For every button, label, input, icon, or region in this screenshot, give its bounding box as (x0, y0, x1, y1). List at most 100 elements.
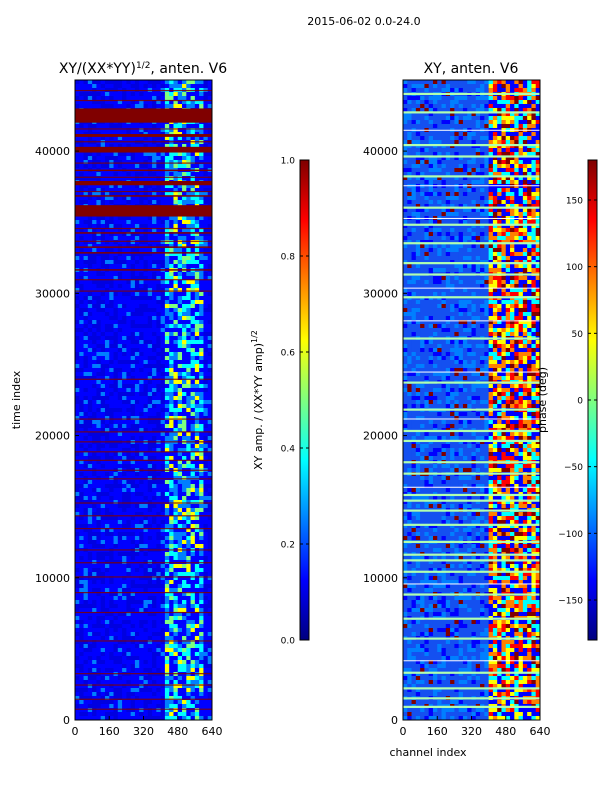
amplitude-cell (87, 228, 93, 233)
amplitude-cell (122, 628, 127, 633)
amplitude-cell (113, 388, 119, 393)
amplitude-cell (92, 592, 97, 597)
amplitude-cell (139, 260, 144, 265)
amplitude-cell (160, 608, 166, 613)
amplitude-cell (169, 224, 174, 229)
amplitude-cell (164, 544, 170, 549)
amplitude-cell (96, 572, 101, 577)
amplitude-cell (207, 420, 212, 425)
amplitude-cell (152, 220, 157, 225)
amplitude-cell (87, 320, 93, 325)
amplitude-cell (160, 696, 166, 701)
amplitude-cell (92, 104, 97, 109)
amplitude-cell (182, 176, 187, 181)
amplitude-cell (152, 700, 157, 705)
amplitude-cell (207, 664, 212, 669)
amplitude-cell (79, 316, 84, 321)
amplitude-cell (169, 596, 174, 601)
amplitude-cell (164, 688, 170, 693)
amplitude-cell (156, 492, 161, 497)
amplitude-cell (126, 556, 131, 561)
amplitude-cell (173, 580, 179, 585)
amplitude-cell (169, 648, 174, 653)
amplitude-cell (100, 272, 106, 277)
amplitude-cell (87, 520, 93, 525)
amplitude-cell (139, 600, 144, 605)
amplitude-cell (75, 472, 80, 477)
amplitude-cell (160, 124, 166, 129)
amplitude-cell (194, 376, 200, 381)
amplitude-cell (182, 412, 187, 417)
amplitude-cell (96, 320, 101, 325)
amplitude-cell (117, 680, 123, 685)
amplitude-cell (199, 284, 204, 289)
amplitude-cell (117, 220, 123, 225)
amplitude-cell (92, 504, 97, 509)
amplitude-cell (169, 628, 174, 633)
amplitude-cell (83, 136, 89, 141)
amplitude-cell (117, 172, 123, 177)
amplitude-cell (203, 356, 209, 361)
amplitude-cell (164, 656, 170, 661)
amplitude-cell (160, 172, 166, 177)
amplitude-cell (75, 240, 80, 245)
amplitude-cell (83, 288, 89, 293)
amplitude-cell (83, 100, 89, 105)
amplitude-cell (126, 324, 131, 329)
amplitude-cell (194, 84, 200, 89)
amplitude-cell (190, 248, 196, 253)
amplitude-cell (79, 232, 84, 237)
amplitude-cell (139, 532, 144, 537)
amplitude-cell (139, 348, 144, 353)
amplitude-cell (92, 444, 97, 449)
amplitude-cell (104, 92, 110, 97)
amplitude-cell (109, 408, 114, 413)
amplitude-cell (122, 564, 127, 569)
amplitude-cell (87, 572, 93, 577)
amplitude-cell (134, 636, 140, 641)
amplitude-cell (186, 552, 191, 557)
amplitude-cell (147, 248, 153, 253)
amplitude-cell (147, 504, 153, 509)
amplitude-cell (92, 348, 97, 353)
amplitude-cell (139, 564, 144, 569)
amplitude-cell (190, 352, 196, 357)
amplitude-cell (143, 328, 149, 333)
amplitude-cell (186, 100, 191, 105)
amplitude-cell (169, 304, 174, 309)
amplitude-cell (194, 368, 200, 373)
amplitude-cell (203, 216, 209, 221)
amplitude-cell (173, 676, 179, 681)
amplitude-cell (194, 360, 200, 365)
amplitude-cell (113, 184, 119, 189)
amplitude-cell (169, 652, 174, 657)
amplitude-cell (134, 388, 140, 393)
amplitude-cell (203, 172, 209, 177)
amplitude-cell (79, 396, 84, 401)
amplitude-cell (130, 188, 136, 193)
amplitude-cell (100, 476, 106, 481)
amplitude-cell (169, 664, 174, 669)
amplitude-cell (79, 652, 84, 657)
amplitude-cell (160, 572, 166, 577)
amplitude-cell (186, 320, 191, 325)
amplitude-cell (75, 300, 80, 305)
amplitude-cell (207, 596, 212, 601)
amplitude-cell (160, 200, 166, 205)
amplitude-cell (113, 236, 119, 241)
amplitude-cell (75, 160, 80, 165)
amplitude-cell (134, 160, 140, 165)
amplitude-cell (134, 184, 140, 189)
amplitude-cell (109, 196, 114, 201)
amplitude-cell (147, 384, 153, 389)
amplitude-cell (173, 648, 179, 653)
amplitude-cell (126, 692, 131, 697)
amplitude-cell (134, 260, 140, 265)
amplitude-cell (156, 136, 161, 141)
amplitude-cell (109, 588, 114, 593)
amplitude-cell (147, 172, 153, 177)
amplitude-cell (194, 656, 200, 661)
amplitude-cell (147, 256, 153, 261)
amplitude-cell (109, 364, 114, 369)
